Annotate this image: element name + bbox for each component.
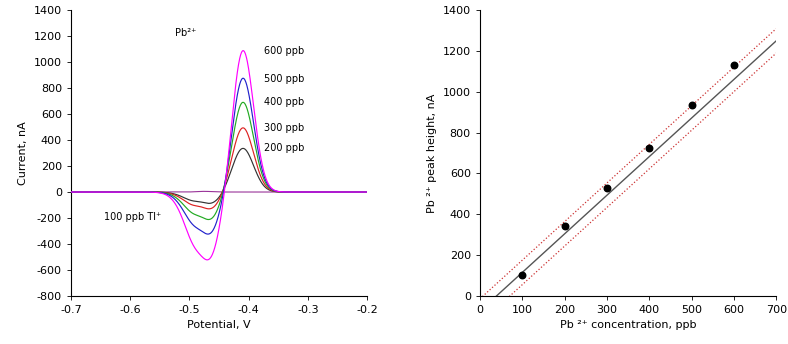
Y-axis label: Pb ²⁺ peak height, nA: Pb ²⁺ peak height, nA (427, 93, 437, 213)
Text: Pb²⁺: Pb²⁺ (175, 28, 196, 37)
Text: 100 ppb Tl⁺: 100 ppb Tl⁺ (103, 212, 161, 222)
Text: 600 ppb: 600 ppb (263, 45, 304, 55)
Point (516, 273, 529, 278)
Text: 500 ppb: 500 ppb (263, 74, 304, 84)
Point (600, 185, 613, 191)
Point (558, 224, 571, 229)
X-axis label: Pb ²⁺ concentration, ppb: Pb ²⁺ concentration, ppb (559, 320, 697, 331)
Point (727, 63, 740, 68)
Y-axis label: Current, nA: Current, nA (18, 121, 28, 185)
Point (643, 145, 656, 151)
X-axis label: Potential, V: Potential, V (188, 320, 251, 331)
Text: 300 ppb: 300 ppb (263, 123, 304, 133)
Point (686, 103, 698, 108)
Text: 200 ppb: 200 ppb (263, 143, 304, 153)
Text: 400 ppb: 400 ppb (263, 97, 304, 107)
